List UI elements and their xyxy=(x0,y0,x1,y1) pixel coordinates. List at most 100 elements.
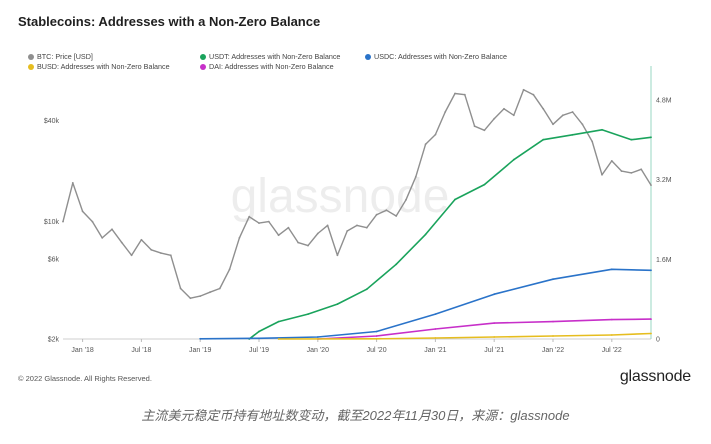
data-point-btc xyxy=(503,107,505,110)
data-point-busd xyxy=(277,338,280,340)
data-point-btc xyxy=(405,198,407,201)
data-point-dai xyxy=(650,318,652,320)
data-point-btc xyxy=(71,182,74,184)
data-point-btc xyxy=(522,88,525,91)
data-point-usdt xyxy=(571,133,574,136)
data-point-usdt xyxy=(454,198,456,201)
data-point-btc xyxy=(444,111,447,113)
glassnode-logo[interactable]: glassnode xyxy=(619,368,691,385)
data-point-usdt xyxy=(630,138,633,141)
data-point-btc xyxy=(150,248,153,251)
y-left-tick-label: $10k xyxy=(44,219,60,226)
legend-item-busd[interactable]: BUSD: Addresses with Non-Zero Balance xyxy=(28,62,170,72)
data-point-busd xyxy=(552,335,554,337)
data-point-btc xyxy=(248,215,251,218)
data-point-usdt xyxy=(424,233,427,236)
y-left-tick-label: $40k xyxy=(44,118,60,125)
data-point-btc xyxy=(581,123,584,126)
legend-label-dai: DAI: Addresses with Non-Zero Balance xyxy=(209,62,334,71)
data-point-btc xyxy=(375,213,378,216)
data-point-btc xyxy=(630,172,633,174)
series-line-usdc xyxy=(200,268,652,340)
x-tick-label: Jan '21 xyxy=(424,347,446,354)
data-point-btc xyxy=(218,287,221,290)
data-point-busd xyxy=(375,337,378,340)
x-tick-label: Jul '19 xyxy=(249,347,269,354)
data-point-btc xyxy=(493,117,496,120)
x-tick-label: Jan '22 xyxy=(542,347,564,354)
legend-label-usdt: USDT: Addresses with Non-Zero Balance xyxy=(209,52,341,61)
legend-label-busd: BUSD: Addresses with Non-Zero Balance xyxy=(37,62,170,71)
data-point-btc xyxy=(199,295,202,297)
x-tick-label: Jul '21 xyxy=(484,347,504,354)
data-point-btc xyxy=(130,254,133,257)
data-point-btc xyxy=(385,209,388,212)
x-tick-label: Jan '20 xyxy=(307,347,329,354)
data-point-dai xyxy=(552,320,554,323)
data-point-btc xyxy=(650,184,652,187)
data-point-busd xyxy=(493,336,496,338)
data-point-btc xyxy=(140,238,143,241)
data-point-btc xyxy=(316,232,319,235)
x-tick-label: Jul '18 xyxy=(131,347,151,354)
data-point-btc xyxy=(258,222,260,225)
data-point-btc xyxy=(81,210,84,213)
data-point-btc xyxy=(454,92,456,95)
copyright-text: © 2022 Glassnode. All Rights Reserved. xyxy=(18,374,152,383)
x-tick-label: Jan '18 xyxy=(71,347,93,354)
data-point-usdt xyxy=(307,313,309,315)
data-point-usdc xyxy=(552,278,554,281)
series-line-dai xyxy=(317,318,652,340)
image-caption: 主流美元稳定币持有地址数变动，截至2022年11月30日，来源：glassnod… xyxy=(141,408,570,423)
data-point-btc xyxy=(571,111,574,113)
data-point-dai xyxy=(434,328,437,330)
data-point-btc xyxy=(228,268,231,271)
data-point-btc xyxy=(209,291,211,294)
legend-swatch-btc xyxy=(28,53,34,60)
data-point-btc xyxy=(561,114,564,117)
x-tick-label: Jan '19 xyxy=(189,347,211,354)
data-point-btc xyxy=(179,287,182,290)
legend-item-usdc[interactable]: USDC: Addresses with Non-Zero Balance xyxy=(365,52,507,62)
data-point-btc xyxy=(336,254,339,257)
data-point-btc xyxy=(267,220,270,223)
legend-item-usdt[interactable]: USDT: Addresses with Non-Zero Balance xyxy=(200,52,340,62)
y-left-tick-label: $2k xyxy=(48,337,60,344)
data-point-btc xyxy=(532,93,535,96)
data-point-usdc xyxy=(316,336,319,338)
x-tick-label: Jul '20 xyxy=(367,347,387,354)
data-point-btc xyxy=(189,297,192,300)
data-point-btc xyxy=(160,252,162,255)
data-point-usdt xyxy=(395,263,398,266)
x-tick-label: Jul '22 xyxy=(602,347,622,354)
data-point-dai xyxy=(375,335,378,337)
data-point-dai xyxy=(610,318,613,321)
legend-item-btc[interactable]: BTC: Price [USD] xyxy=(28,52,93,62)
legend-swatch-usdc xyxy=(365,53,371,60)
y-right-tick-label: 3.2M xyxy=(656,177,672,184)
data-point-btc xyxy=(277,234,280,237)
data-point-btc xyxy=(434,133,437,136)
data-point-usdc xyxy=(493,293,496,296)
data-point-usdt xyxy=(601,128,603,131)
watermark: glassnode xyxy=(231,170,450,223)
data-point-usdt xyxy=(512,158,515,161)
data-point-busd xyxy=(650,332,652,335)
data-point-btc xyxy=(356,224,358,227)
data-point-usdt xyxy=(483,183,486,186)
data-point-usdc xyxy=(199,337,202,340)
data-point-btc xyxy=(101,237,104,239)
y-right-tick-label: 4.8M xyxy=(656,97,672,104)
data-point-usdt xyxy=(277,320,280,323)
legend-swatch-dai xyxy=(200,63,206,70)
data-point-btc xyxy=(483,129,486,132)
data-point-usdc xyxy=(434,313,437,315)
data-point-btc xyxy=(591,140,594,143)
data-point-dai xyxy=(493,322,496,324)
data-point-btc xyxy=(552,123,554,126)
data-point-usdc xyxy=(650,269,652,272)
data-point-btc xyxy=(346,230,349,232)
legend-item-dai[interactable]: DAI: Addresses with Non-Zero Balance xyxy=(200,62,334,72)
